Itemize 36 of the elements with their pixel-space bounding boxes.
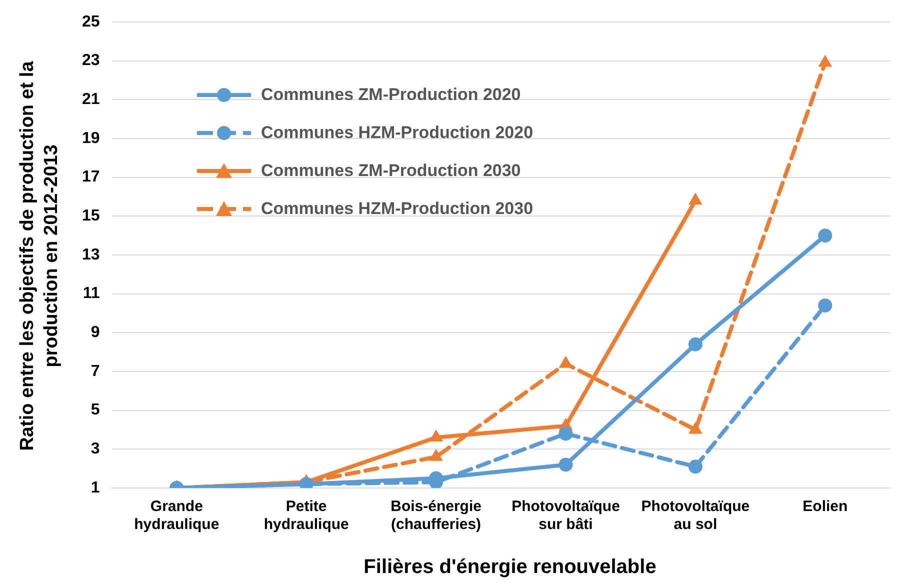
point xyxy=(429,448,443,461)
legend-label: Communes HZM-Production 2030 xyxy=(261,199,534,219)
point xyxy=(558,426,573,441)
point xyxy=(558,458,573,472)
y-tick-label: 11 xyxy=(82,285,100,302)
x-axis-title: Filières d'énergie renouvelable xyxy=(362,556,658,579)
y-tick-label: 15 xyxy=(82,208,100,225)
x-tick-label: Bois-énergie (chaufferies) xyxy=(390,498,482,534)
legend-label: Communes ZM-Production 2020 xyxy=(261,85,521,105)
point xyxy=(688,460,702,474)
y-tick-label: 23 xyxy=(82,52,100,70)
point xyxy=(818,54,832,67)
x-tick-label: Grande hydraulique xyxy=(134,498,220,534)
point xyxy=(688,192,702,205)
x-tick-label: Eolien xyxy=(802,498,848,516)
legend-label: Communes ZM-Production 2030 xyxy=(261,161,521,181)
y-axis-title: Ratio entre les objectifs de production et la production en 2012-2013 xyxy=(16,60,63,453)
point xyxy=(429,430,443,442)
x-tick-label: Photovoltaïque sur bâti xyxy=(512,498,620,534)
legend-label: Communes HZM-Production 2020 xyxy=(261,123,534,143)
y-tick-label: 19 xyxy=(82,130,100,147)
point xyxy=(818,298,832,312)
y-tick-label: 7 xyxy=(90,362,100,380)
y-tick-label: 9 xyxy=(90,324,100,342)
y-tick-label: 1 xyxy=(90,479,100,496)
point xyxy=(688,337,702,352)
y-tick-label: 21 xyxy=(82,91,100,108)
point xyxy=(558,356,573,368)
y-tick-label: 3 xyxy=(90,440,100,458)
y-tick-label: 17 xyxy=(82,168,100,186)
y-tick-label: 5 xyxy=(90,402,100,419)
x-tick-label: Petite hydraulique xyxy=(264,498,349,534)
y-tick-label: 13 xyxy=(82,246,100,264)
x-tick-label: Photovoltaïque au sol xyxy=(641,498,750,534)
point xyxy=(688,422,702,434)
y-tick-label: 25 xyxy=(82,13,100,30)
